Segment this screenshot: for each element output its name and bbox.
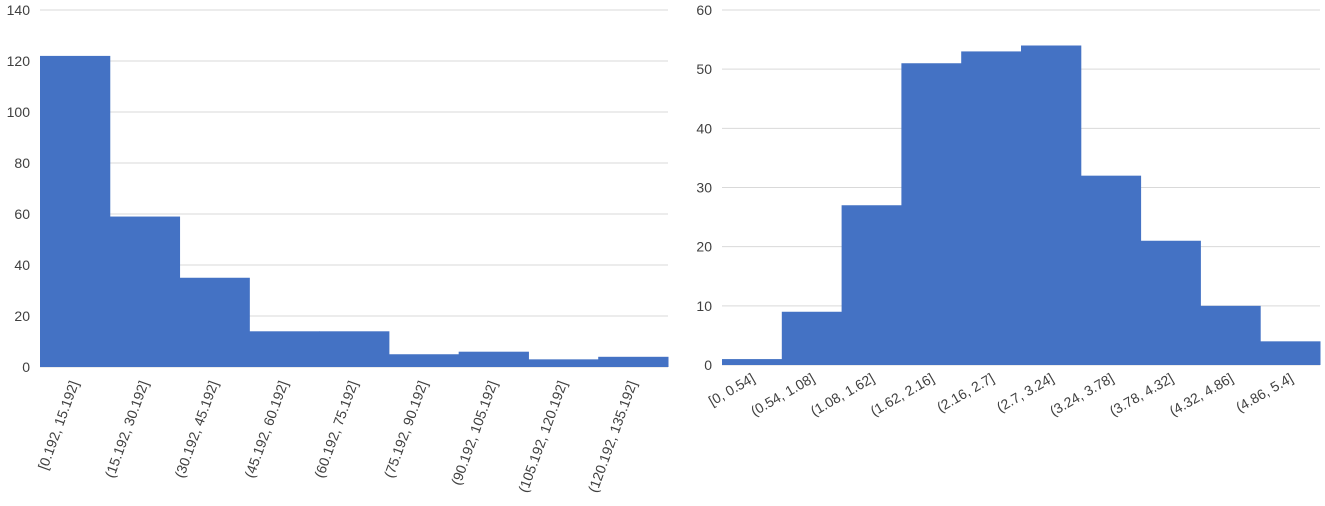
bar [528,359,599,367]
y-tick-label: 30 [696,180,712,196]
bar [458,351,529,367]
x-tick-label: (45.192, 60.192] [241,379,291,480]
x-tick-label: (4.86, 5.4] [1233,370,1296,415]
x-tick-label: (30.192, 45.192] [171,379,221,480]
y-tick-label: 0 [22,359,30,375]
x-tick-label: (15.192, 30.192] [102,379,152,480]
x-tick-label: (90.192, 105.192] [448,379,501,488]
bar [841,205,902,365]
x-tick-label: (60.192, 75.192] [311,379,361,480]
bar [781,311,843,365]
y-tick-label: 50 [696,61,712,77]
bar [1260,341,1321,365]
y-tick-label: 100 [7,104,31,120]
bar [1021,45,1082,365]
bar [961,51,1022,366]
bar [1200,305,1261,365]
x-tick-label: (2.16, 2.7] [934,370,997,415]
x-tick-label: (1.08, 1.62] [808,370,877,419]
y-tick-label: 80 [14,155,30,171]
x-tick-label: (75.192, 90.192] [381,379,431,480]
x-tick-label: (3.24, 3.78] [1047,370,1116,419]
bar [109,216,181,367]
bar [1080,175,1142,365]
y-tick-label: 60 [696,2,712,18]
bar [901,63,962,365]
bar [249,331,320,367]
x-tick-label: (0.54, 1.08] [748,370,817,419]
y-tick-label: 0 [704,357,712,373]
y-tick-label: 40 [14,257,30,273]
y-tick-label: 140 [7,2,31,18]
bar [1140,240,1201,365]
x-tick-label: (1.62, 2.16] [867,370,936,419]
x-tick-label: (120.192, 135.192] [585,379,640,495]
bar [722,359,783,365]
y-tick-label: 20 [696,239,712,255]
bar [598,356,669,367]
bar [40,55,111,368]
x-tick-label: (2.7, 3.24] [994,370,1057,415]
x-tick-label: (105.192, 120.192] [515,379,570,495]
x-tick-label: [0.192, 15.192] [35,379,82,472]
bar [319,331,390,367]
x-tick-label: (3.78, 4.32] [1107,370,1176,419]
bar [179,277,250,367]
y-tick-label: 10 [696,298,712,314]
x-tick-label: (4.32, 4.86] [1166,370,1235,419]
y-tick-label: 60 [14,206,30,222]
y-tick-label: 120 [7,53,31,69]
y-tick-label: 40 [696,120,712,136]
y-tick-label: 20 [14,308,30,324]
bar [388,354,460,367]
